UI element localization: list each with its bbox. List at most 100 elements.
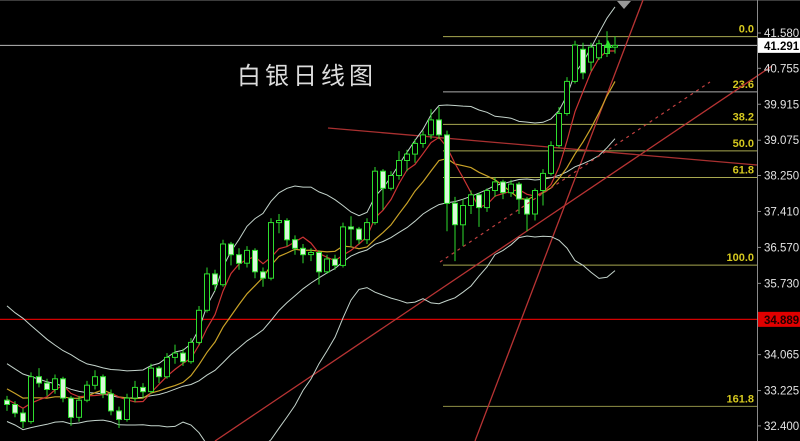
candle (92, 370, 98, 390)
candle-body (612, 44, 618, 48)
candle-body (212, 273, 218, 286)
candle-body (524, 198, 530, 215)
candle-body (148, 367, 154, 393)
candle-body (180, 352, 186, 363)
axis-price-label[interactable]: 32.400 (764, 421, 799, 433)
candle (428, 109, 434, 140)
scroll-marker[interactable] (617, 1, 631, 9)
candle-body (596, 43, 602, 59)
candle (20, 408, 26, 428)
axis-price-label[interactable]: 33.225 (764, 386, 799, 398)
candle-body (12, 404, 18, 414)
candle (260, 267, 266, 287)
candle (44, 378, 50, 396)
candle-body (508, 183, 514, 194)
candle (316, 250, 322, 285)
candle (492, 177, 498, 197)
candle (468, 190, 474, 214)
candle-body (292, 239, 298, 249)
axis-price-label[interactable]: 35.730 (764, 278, 799, 290)
candle (524, 196, 530, 232)
candle-body (164, 356, 170, 378)
trend-line-steep-uptrend[interactable] (474, 0, 644, 441)
candle (84, 380, 90, 403)
candle-body (364, 222, 370, 241)
candle-body (284, 220, 290, 241)
candle (164, 353, 170, 379)
candle (212, 269, 218, 292)
candle-body (460, 205, 466, 226)
candle (4, 395, 10, 411)
fib-level-label: 0.0 (739, 24, 754, 36)
candle-body (68, 397, 74, 418)
candle-body (188, 341, 194, 363)
candle (388, 171, 394, 191)
candle (108, 389, 114, 416)
candle-body (124, 397, 130, 421)
bollinger-upper-band (6, 6, 616, 372)
candle (100, 374, 106, 399)
candle-body (532, 190, 538, 215)
axis-price-label[interactable]: 37.410 (764, 206, 799, 218)
candle-body (404, 153, 410, 162)
candle (452, 196, 458, 262)
candle (484, 188, 490, 212)
axis-price-label[interactable]: 38.250 (764, 171, 799, 183)
candle-body (140, 386, 146, 393)
axis-price-label[interactable]: 39.075 (764, 135, 799, 147)
candle (52, 374, 58, 394)
axis-price-label[interactable]: 34.065 (764, 350, 799, 362)
trend-line-dotted-support[interactable] (439, 81, 711, 263)
candle (236, 248, 242, 270)
candle-body (324, 258, 330, 273)
candle (252, 248, 258, 279)
candle-body (108, 393, 114, 412)
candle (244, 246, 250, 268)
candle-body (204, 273, 210, 311)
candle-body (580, 48, 586, 74)
candle (188, 338, 194, 364)
candle (596, 39, 602, 60)
candle (364, 218, 370, 244)
candle-body (412, 142, 418, 155)
candle-body (588, 46, 594, 63)
candle (436, 107, 442, 140)
axis-price-label[interactable]: 36.570 (764, 242, 799, 254)
candle-body (260, 271, 266, 279)
candle-body (332, 258, 338, 266)
axis-price-label[interactable]: 41.580 (764, 28, 799, 40)
candle-body (220, 243, 226, 286)
candle-body (556, 113, 562, 147)
candle-body (44, 382, 50, 391)
candle (540, 169, 546, 206)
candle (508, 179, 514, 197)
alert-price-box-value: 34.889 (764, 315, 799, 327)
candle-body (116, 410, 122, 420)
candle (500, 179, 506, 200)
axis-price-label[interactable]: 40.755 (764, 63, 799, 75)
candle-body (308, 252, 314, 256)
candle (76, 395, 82, 422)
fib-level-label: 161.8 (726, 393, 754, 405)
fib-level-label: 100.0 (726, 252, 754, 264)
candle (116, 406, 122, 428)
candle (148, 363, 154, 394)
axis-price-label[interactable]: 39.915 (764, 99, 799, 111)
fib-level-label: 38.2 (733, 111, 754, 123)
candle (180, 348, 186, 366)
candle-body (28, 376, 34, 423)
candle (308, 248, 314, 262)
candle (132, 380, 138, 403)
candle (564, 77, 570, 116)
candle-body (396, 160, 402, 176)
candle (292, 235, 298, 255)
candle (476, 192, 482, 227)
trend-line-descending-line[interactable] (327, 127, 758, 166)
candle (340, 222, 346, 268)
candle-body (196, 309, 202, 343)
candle (356, 226, 362, 244)
candle (444, 130, 450, 232)
trend-line-major-uptrend[interactable] (214, 65, 773, 441)
